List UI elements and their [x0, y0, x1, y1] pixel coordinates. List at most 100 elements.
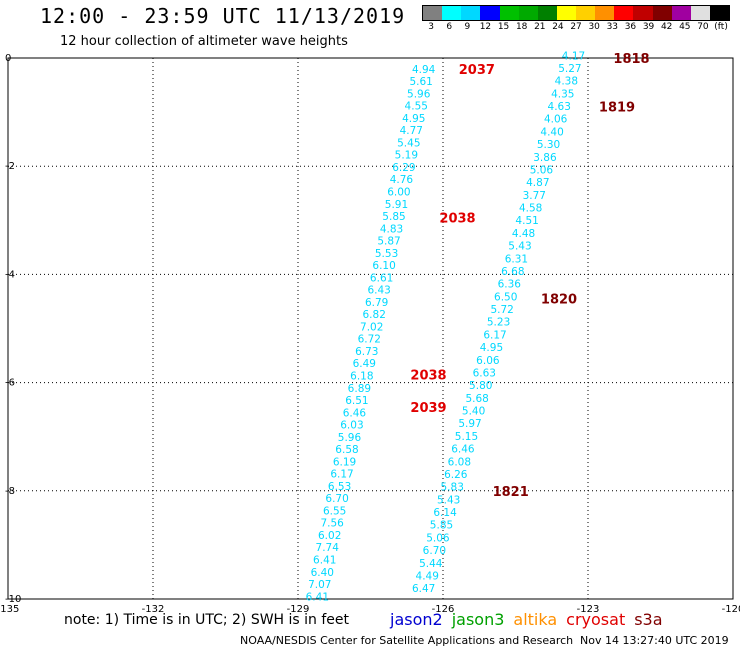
color-scale-swatches: [422, 5, 730, 21]
wave-height-label: 5.61: [409, 76, 432, 88]
wave-height-label: 5.96: [338, 432, 362, 444]
color-scale-label: 15: [497, 22, 510, 32]
wave-height-label: 4.83: [380, 223, 403, 235]
color-swatch: [709, 6, 729, 20]
chart-subtitle: 12 hour collection of altimeter wave hei…: [60, 34, 348, 49]
x-tick-label: -123: [577, 604, 600, 615]
wave-height-label: 7.74: [316, 542, 340, 554]
color-swatch: [576, 6, 596, 20]
wave-height-label: 6.43: [367, 285, 390, 297]
wave-height-label: 4.38: [555, 76, 578, 88]
color-swatch: [671, 6, 691, 20]
wave-height-label: 6.40: [311, 567, 334, 579]
wave-height-label: 4.40: [540, 126, 563, 138]
wave-height-label: 6.55: [323, 505, 346, 517]
color-swatch: [614, 6, 634, 20]
wave-height-label: 3.77: [523, 190, 546, 202]
color-swatch: [442, 6, 462, 20]
wave-height-label: 4.94: [412, 64, 436, 76]
wave-height-label: 5.80: [469, 380, 492, 392]
wave-height-label: 6.06: [476, 355, 500, 367]
wave-height-label: 5.06: [530, 164, 554, 176]
wave-height-label: 4.49: [416, 570, 439, 582]
wave-height-label: 6.10: [372, 260, 395, 272]
color-scale-label: 3: [428, 22, 434, 32]
wave-height-label: 4.17: [562, 50, 585, 62]
y-tick-label: 0: [5, 53, 11, 64]
wave-height-label: 5.96: [407, 88, 431, 100]
wave-height-label: 6.41: [313, 554, 336, 566]
wave-height-label: 6.19: [333, 456, 356, 468]
color-scale-label: 39: [642, 22, 655, 32]
wave-height-label: 6.68: [501, 266, 524, 278]
color-swatch: [556, 6, 576, 20]
wave-height-label: 6.47: [412, 583, 435, 595]
legend-s3a: s3a: [634, 610, 663, 629]
plot-frame: [7, 57, 734, 600]
wave-height-label: 5.97: [458, 418, 481, 430]
x-tick-label: -132: [142, 604, 165, 615]
color-scale-label: 33: [606, 22, 619, 32]
wave-height-label: 6.26: [444, 469, 468, 481]
wave-height-label: 6.63: [473, 367, 496, 379]
wave-height-label: 6.61: [370, 272, 393, 284]
color-swatch: [537, 6, 557, 20]
wave-height-label: 6.17: [330, 469, 353, 481]
wave-height-label: 4.51: [515, 215, 538, 227]
wave-height-label: 6.41: [306, 591, 329, 603]
satellite-legend: jason2 jason3 altika cryosat s3a: [390, 610, 672, 629]
wave-height-label: 6.49: [353, 358, 376, 370]
color-scale-label: 24: [552, 22, 564, 32]
wave-height-label: 4.95: [480, 342, 503, 354]
wave-height-label: 6.14: [433, 507, 457, 519]
pass-time-label: 2037: [459, 63, 495, 78]
color-swatch: [652, 6, 672, 20]
wave-height-label: 5.40: [462, 406, 485, 418]
color-swatch: [633, 6, 653, 20]
wave-height-label: 6.46: [343, 407, 367, 419]
color-scale-label: 30: [588, 22, 600, 32]
wave-height-label: 5.87: [377, 236, 400, 248]
color-scale-label: (ft): [714, 22, 728, 32]
wave-height-label: 5.91: [385, 199, 408, 211]
wave-height-label: 4.63: [548, 101, 571, 113]
wave-height-label: 6.70: [423, 545, 446, 557]
wave-height-label: 6.53: [328, 481, 351, 493]
color-scale-label: 18: [515, 22, 528, 32]
wave-height-label: 6.17: [483, 329, 506, 341]
pass-time-label: 2038: [439, 212, 475, 227]
color-scale-label: 36: [624, 22, 637, 32]
x-tick-label: -135: [0, 604, 19, 615]
wave-height-label: 7.02: [360, 321, 383, 333]
wave-height-label: 4.58: [519, 203, 542, 215]
color-scale-label: 42: [660, 22, 673, 32]
wave-height-label: 5.85: [430, 520, 453, 532]
x-tick-label: -120: [722, 604, 740, 615]
y-tick-label: -10: [5, 594, 21, 605]
wave-height-label: 5.83: [441, 482, 464, 494]
y-tick-label: -4: [5, 269, 15, 280]
legend-cryosat: cryosat: [566, 610, 626, 629]
color-scale-label: 45: [679, 22, 691, 32]
wave-height-label: 6.08: [448, 456, 471, 468]
pass-time-label: 1820: [541, 293, 577, 308]
wave-height-label: 4.95: [402, 113, 425, 125]
y-tick-label: -8: [5, 486, 15, 497]
pass-time-label: 1819: [599, 101, 635, 116]
wave-height-label: 6.29: [392, 162, 415, 174]
x-tick-label: -129: [287, 604, 310, 615]
wave-height-label: 6.31: [505, 253, 528, 265]
wave-height-label: 6.36: [498, 279, 522, 291]
legend-jason3: jason3: [451, 610, 505, 629]
x-tick-label: -126: [432, 604, 455, 615]
color-scale-legend: 3 6 9 12 15 18 21 24 27 30 33 36 39 42 45 70 (ft): [422, 5, 730, 33]
color-scale-label: 21: [534, 22, 546, 32]
wave-height-label: 5.53: [375, 248, 398, 260]
wave-height-label: 5.06: [426, 532, 450, 544]
wave-height-label: 5.85: [382, 211, 405, 223]
wave-height-label: 6.46: [451, 444, 475, 456]
pass-time-label: 2038: [410, 368, 446, 383]
legend-altika: altika: [513, 610, 558, 629]
wave-height-label: 6.73: [355, 346, 378, 358]
